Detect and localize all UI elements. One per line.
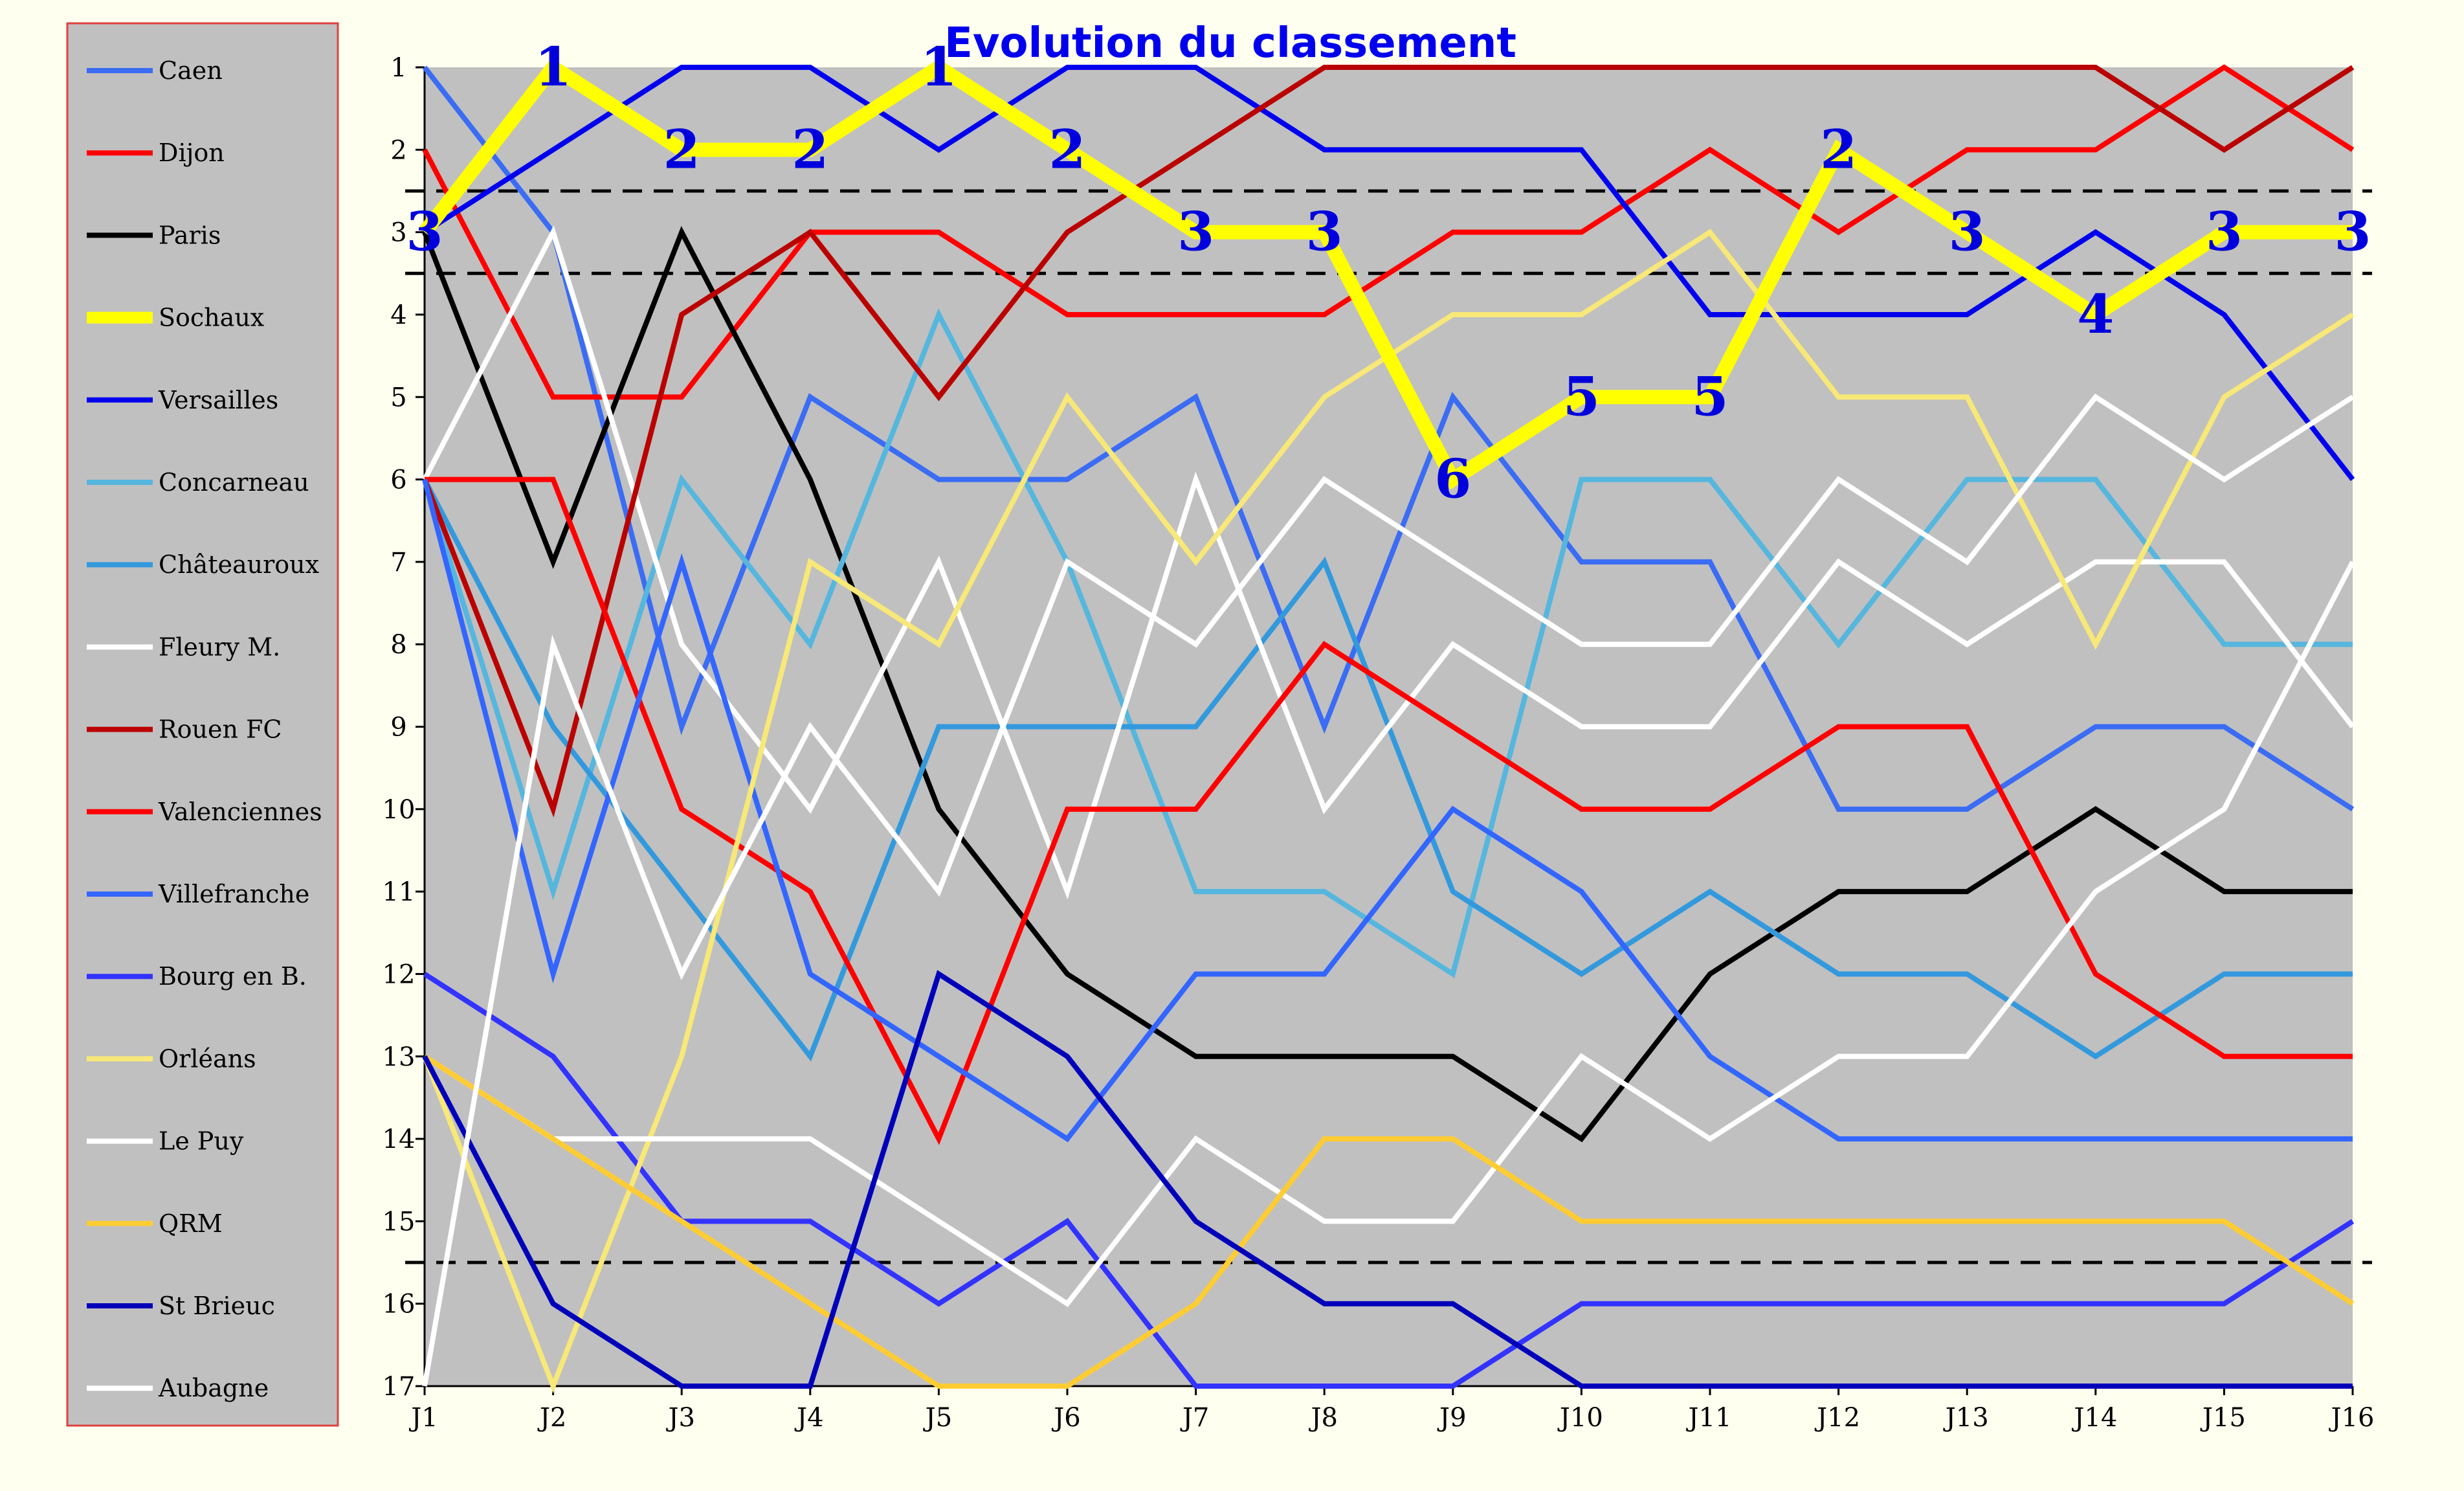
sochaux-rank-label: 3 — [1949, 201, 1986, 263]
series-line-fleury-m — [422, 225, 2355, 900]
sochaux-rank-label: 2 — [1820, 118, 1857, 181]
legend-label-versailles: Versailles — [158, 386, 278, 414]
x-tick-label: J5 — [923, 1403, 952, 1433]
legend-label-le-puy: Le Puy — [159, 1127, 244, 1156]
series-line-sochaux — [419, 58, 2353, 490]
legend-label-sochaux: Sochaux — [159, 304, 264, 332]
series-line-st-brieuc — [422, 970, 2353, 1389]
sochaux-rank-label: 3 — [1306, 201, 1343, 263]
sochaux-rank-label: 3 — [2334, 201, 2371, 263]
sochaux-rank-label: 2 — [663, 118, 700, 181]
y-tick-label: 14 — [383, 1125, 416, 1154]
y-tick-label: 5 — [390, 383, 406, 412]
y-tick-label: 9 — [390, 713, 406, 743]
x-tick-label: J13 — [1943, 1403, 1989, 1433]
sochaux-rank-label: 2 — [792, 118, 828, 181]
x-tick-label: J14 — [2071, 1403, 2117, 1433]
y-tick-label: 4 — [390, 300, 406, 330]
y-tick-label: 7 — [390, 548, 406, 577]
legend-label-aubagne: Aubagne — [158, 1374, 269, 1402]
x-tick-label: J7 — [1180, 1403, 1209, 1433]
legend-label-st-brieuc: St Brieuc — [159, 1292, 275, 1320]
y-tick-label: 1 — [390, 53, 406, 83]
series-line-qrm — [423, 1054, 2355, 1389]
y-tick-label: 6 — [390, 465, 406, 495]
series-line-le-puy — [423, 561, 2355, 1308]
sochaux-rank-label: 1 — [535, 36, 572, 98]
x-tick-label: J1 — [408, 1403, 438, 1433]
sochaux-rank-label: 2 — [1049, 118, 1085, 181]
x-tick-label: J11 — [1686, 1403, 1732, 1433]
series-line-bourg-en-b — [423, 972, 2355, 1389]
y-tick-label: 10 — [383, 795, 416, 825]
legend-label-qrm: QRM — [159, 1209, 223, 1238]
y-tick-label: 16 — [383, 1290, 416, 1319]
chart-title: Evolution du classement — [944, 19, 1516, 67]
legend-label-bourg-en-b: Bourg en B. — [159, 962, 307, 991]
x-tick-label: J8 — [1308, 1403, 1337, 1433]
y-tick-label: 3 — [390, 218, 406, 248]
legend-label-caen: Caen — [159, 56, 223, 85]
series-line-dijon — [422, 64, 2355, 400]
legend-label-chateauroux: Châteauroux — [159, 550, 319, 579]
x-tick-label: J10 — [1557, 1403, 1603, 1433]
y-tick-label: 13 — [383, 1042, 416, 1072]
legend-label-valenciennes: Valenciennes — [158, 798, 322, 826]
legend-label-rouen-fc: Rouen FC — [159, 715, 282, 744]
y-tick-label: 12 — [383, 959, 416, 989]
x-tick-label: J6 — [1051, 1403, 1080, 1433]
sochaux-rank-label: 3 — [2206, 201, 2243, 263]
legend-label-fleury-m: Fleury M. — [159, 633, 280, 661]
x-tick-label: J2 — [537, 1403, 566, 1433]
legend-label-dijon: Dijon — [159, 139, 225, 167]
sochaux-rank-label: 5 — [1691, 366, 1728, 428]
x-tick-label: J15 — [2200, 1403, 2246, 1433]
sochaux-rank-label: 4 — [2077, 284, 2114, 346]
legend-label-villefranche: Villefranche — [158, 880, 309, 908]
y-tick-label: 15 — [383, 1207, 416, 1237]
y-tick-label: 11 — [383, 877, 416, 907]
sochaux-rank-label: 5 — [1563, 366, 1600, 428]
sochaux-rank-label: 3 — [1177, 201, 1214, 263]
sochaux-rank-label: 1 — [920, 36, 957, 98]
series-line-rouen-fc — [422, 65, 2355, 818]
series-line-aubagne — [422, 393, 2355, 1387]
legend-label-orleans: Orléans — [159, 1044, 256, 1073]
y-tick-label: 17 — [383, 1372, 416, 1402]
x-tick-label: J9 — [1437, 1403, 1466, 1433]
x-tick-label: J3 — [665, 1403, 694, 1433]
x-tick-label: J4 — [794, 1403, 823, 1433]
sochaux-rank-label: 6 — [1434, 449, 1471, 511]
y-tick-label: 8 — [390, 630, 406, 660]
legend-box — [66, 22, 339, 1427]
legend-label-concarneau: Concarneau — [159, 468, 309, 497]
series-line-villefranche — [422, 478, 2353, 1143]
sochaux-rank-label: 3 — [406, 201, 443, 263]
y-tick-label: 2 — [390, 135, 406, 165]
legend-label-paris: Paris — [159, 221, 221, 249]
x-tick-label: J12 — [1814, 1403, 1860, 1433]
x-tick-label: J16 — [2329, 1403, 2375, 1433]
